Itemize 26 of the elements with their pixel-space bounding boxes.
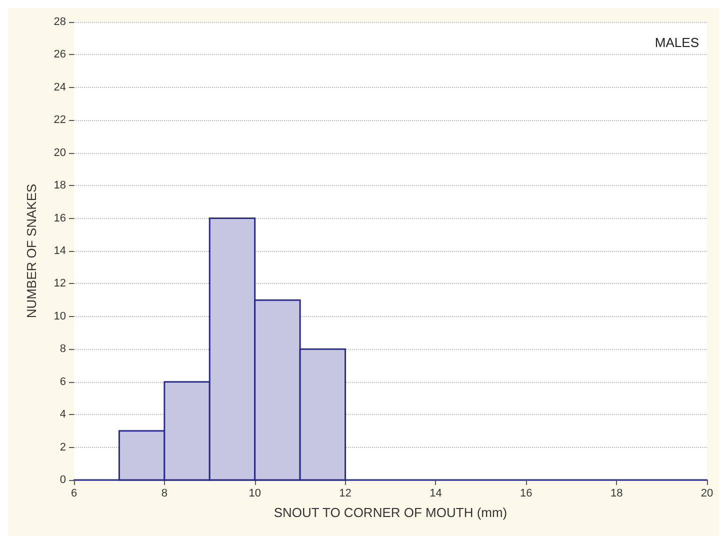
y-tick-label: 8 bbox=[60, 343, 66, 356]
x-tick-label: 8 bbox=[161, 488, 168, 500]
y-tick-label: 16 bbox=[54, 212, 66, 224]
x-tick-label: 14 bbox=[430, 488, 442, 500]
x-tick-label: 6 bbox=[70, 488, 78, 500]
y-axis-title: NUMBER OF SNAKES bbox=[24, 183, 39, 318]
y-tick-label: 0 bbox=[60, 474, 66, 486]
y-tick-label: 12 bbox=[54, 278, 66, 290]
y-tick-label: 14 bbox=[54, 245, 66, 257]
y-tick-label: 22 bbox=[54, 114, 66, 126]
x-tick-label: 20 bbox=[700, 488, 714, 500]
y-tick-label: 10 bbox=[54, 310, 66, 322]
x-axis-title: SNOUT TO CORNER OF MOUTH (mm) bbox=[274, 505, 508, 520]
y-tick-label: 2 bbox=[60, 441, 66, 454]
x-tick-label: 12 bbox=[339, 488, 352, 500]
x-tick-label: 18 bbox=[610, 488, 623, 500]
y-tick-label: 4 bbox=[60, 408, 66, 421]
y-tick-label: 28 bbox=[54, 16, 66, 28]
y-tick-label: 24 bbox=[54, 81, 66, 94]
y-tick-label: 20 bbox=[54, 146, 66, 159]
y-tick-label: 6 bbox=[60, 376, 66, 388]
annotation: MALES bbox=[654, 35, 700, 50]
y-tick-label: 26 bbox=[54, 48, 66, 61]
y-tick-label: 18 bbox=[54, 180, 66, 192]
x-tick-label: 10 bbox=[248, 488, 261, 500]
x-tick-label: 16 bbox=[520, 488, 532, 500]
